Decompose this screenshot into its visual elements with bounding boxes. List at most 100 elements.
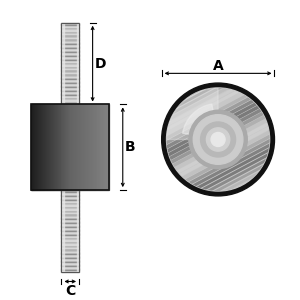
Bar (61, 58, 79, 59)
Bar (61, 85, 79, 86)
Text: D: D (95, 57, 106, 70)
Bar (48, 104, 49, 190)
Bar (35, 104, 36, 190)
Bar (61, 257, 79, 258)
Bar (103, 104, 104, 190)
Bar (61, 262, 79, 264)
Bar (104, 104, 105, 190)
Bar (61, 246, 79, 248)
Bar (44, 104, 45, 190)
Bar (82, 104, 83, 190)
Bar (61, 23, 79, 104)
Bar (61, 207, 79, 209)
Bar (61, 264, 79, 265)
Bar (61, 202, 79, 203)
Bar (61, 63, 79, 66)
Bar (61, 40, 79, 42)
Bar (61, 59, 79, 62)
Bar (68, 104, 69, 190)
Bar (61, 31, 79, 32)
Bar (61, 256, 79, 257)
Bar (61, 199, 79, 200)
Bar (61, 56, 79, 58)
Bar (66, 104, 67, 190)
Bar (61, 268, 79, 269)
Bar (61, 46, 79, 47)
Bar (52, 104, 53, 190)
Bar (33, 104, 34, 190)
Bar (61, 219, 79, 221)
Bar (61, 215, 79, 217)
Bar (65, 104, 66, 190)
Circle shape (193, 115, 243, 164)
Bar (106, 104, 107, 190)
Bar (61, 48, 79, 50)
Bar (49, 104, 50, 190)
Bar (32, 104, 33, 190)
Circle shape (189, 110, 247, 169)
Bar (61, 242, 79, 244)
Bar (61, 51, 79, 52)
Bar (61, 206, 79, 207)
Bar (88, 104, 89, 190)
Circle shape (162, 83, 274, 196)
Bar (61, 200, 79, 202)
Bar (61, 269, 79, 270)
Bar (61, 235, 79, 237)
Bar (93, 104, 94, 190)
Bar (76, 104, 77, 190)
Bar (61, 98, 79, 101)
Bar (61, 191, 79, 192)
Bar (61, 241, 79, 242)
Bar (61, 260, 79, 261)
Bar (62, 104, 63, 190)
Bar (63, 104, 64, 190)
Bar (87, 104, 88, 190)
Bar (61, 23, 64, 104)
Bar (61, 229, 79, 230)
Bar (67, 104, 68, 190)
Bar (77, 104, 78, 190)
Bar (61, 74, 79, 75)
Bar (38, 104, 39, 190)
Bar (46, 104, 47, 190)
Bar (61, 244, 79, 246)
Bar (50, 104, 51, 190)
Bar (53, 104, 54, 190)
Bar (73, 104, 74, 190)
Bar (61, 91, 79, 93)
Bar (98, 104, 99, 190)
Circle shape (211, 133, 225, 146)
Bar (39, 104, 40, 190)
Bar (61, 24, 79, 25)
Bar (61, 252, 79, 253)
Circle shape (206, 128, 230, 151)
Bar (61, 44, 79, 46)
Bar (85, 104, 86, 190)
Bar (61, 218, 79, 219)
Bar (99, 104, 101, 190)
Bar (61, 190, 79, 272)
Bar (55, 104, 56, 190)
Bar (45, 104, 46, 190)
Bar (61, 254, 79, 256)
Bar (41, 104, 42, 190)
Bar (61, 25, 79, 27)
Bar (64, 104, 65, 190)
Bar (61, 75, 79, 77)
Bar (94, 104, 95, 190)
Bar (91, 104, 92, 190)
Bar (70, 104, 71, 190)
Bar (83, 104, 84, 190)
Bar (77, 190, 79, 272)
Bar (61, 78, 79, 79)
Bar (61, 261, 79, 262)
Bar (54, 104, 55, 190)
Bar (61, 70, 79, 71)
Bar (32, 104, 109, 190)
Bar (61, 190, 79, 191)
Bar (74, 104, 75, 190)
Bar (61, 266, 79, 268)
Bar (81, 104, 82, 190)
Bar (61, 217, 79, 218)
